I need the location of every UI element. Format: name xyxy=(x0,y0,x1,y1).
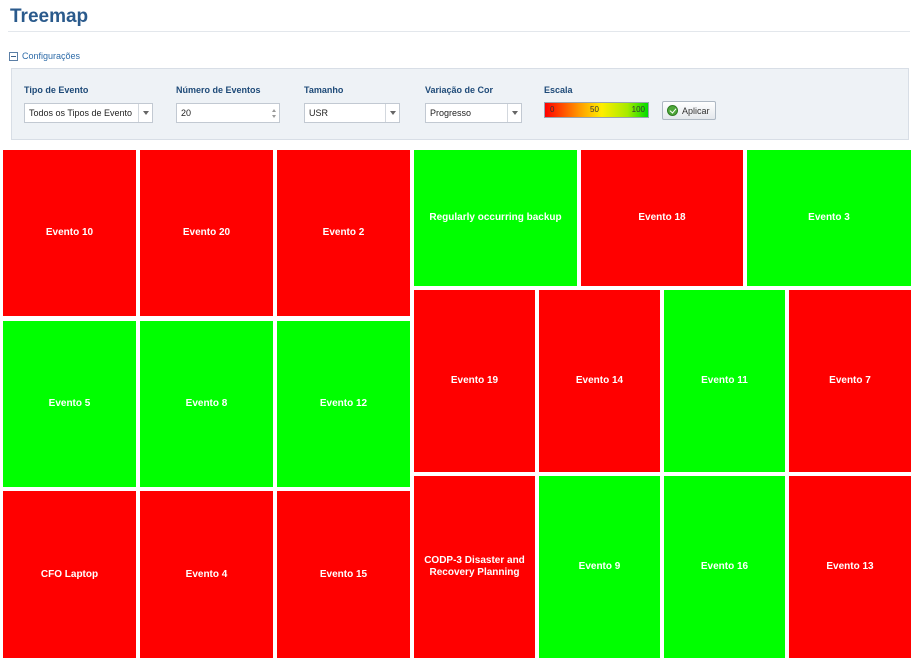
size-label: Tamanho xyxy=(304,85,344,95)
config-toggle-label[interactable]: Configurações xyxy=(22,51,81,61)
treemap-tile[interactable]: Evento 16 xyxy=(664,476,785,658)
treemap-tile[interactable]: Evento 3 xyxy=(747,150,911,286)
chevron-down-icon[interactable] xyxy=(507,104,521,122)
treemap-tile[interactable]: CODP-3 Disaster and Recovery Planning xyxy=(414,476,535,658)
treemap-tile[interactable]: CFO Laptop xyxy=(3,491,136,658)
apply-button[interactable]: Aplicar xyxy=(662,101,716,120)
config-toggle[interactable]: Configurações xyxy=(9,51,80,61)
treemap-tile[interactable]: Evento 20 xyxy=(140,150,273,316)
stepper-arrows-icon[interactable] xyxy=(269,104,279,122)
treemap-tile[interactable]: Evento 11 xyxy=(664,290,785,472)
scale-max: 100 xyxy=(631,105,645,114)
size-select[interactable]: USR xyxy=(304,103,400,123)
treemap-tile[interactable]: Evento 7 xyxy=(789,290,911,472)
treemap-tile[interactable]: Evento 13 xyxy=(789,476,911,658)
treemap-tile[interactable]: Evento 8 xyxy=(140,321,273,487)
treemap-tile[interactable]: Evento 19 xyxy=(414,290,535,472)
treemap-tile[interactable]: Evento 2 xyxy=(277,150,410,316)
collapse-icon[interactable] xyxy=(9,51,18,61)
scale-mid: 50 xyxy=(590,105,599,114)
check-icon xyxy=(667,105,678,116)
event-count-stepper[interactable]: 20 xyxy=(176,103,280,123)
event-count-value: 20 xyxy=(181,108,192,118)
color-scale-bar: 0 50 100 xyxy=(544,102,649,118)
event-type-label: Tipo de Evento xyxy=(24,85,89,95)
settings-panel: Tipo de Evento Todos os Tipos de Evento … xyxy=(11,68,909,140)
treemap-tile[interactable]: Evento 4 xyxy=(140,491,273,658)
treemap-tile[interactable]: Evento 15 xyxy=(277,491,410,658)
apply-button-label: Aplicar xyxy=(682,105,710,116)
treemap-tile[interactable]: Evento 12 xyxy=(277,321,410,487)
event-type-value: Todos os Tipos de Evento xyxy=(29,108,133,118)
chevron-down-icon[interactable] xyxy=(138,104,152,122)
scale-label: Escala xyxy=(544,85,573,95)
treemap-tile[interactable]: Evento 18 xyxy=(581,150,743,286)
treemap-tile[interactable]: Evento 14 xyxy=(539,290,660,472)
treemap-tile[interactable]: Evento 5 xyxy=(3,321,136,487)
color-variation-label: Variação de Cor xyxy=(425,85,494,95)
event-count-label: Número de Eventos xyxy=(176,85,261,95)
chevron-down-icon[interactable] xyxy=(385,104,399,122)
color-variation-value: Progresso xyxy=(430,108,472,118)
scale-min: 0 xyxy=(550,105,555,114)
size-value: USR xyxy=(309,108,329,118)
page-title: Treemap xyxy=(10,6,89,27)
treemap-tile[interactable]: Regularly occurring backup xyxy=(414,150,577,286)
title-divider xyxy=(8,31,910,32)
treemap-tile[interactable]: Evento 10 xyxy=(3,150,136,316)
treemap-tile[interactable]: Evento 9 xyxy=(539,476,660,658)
event-type-select[interactable]: Todos os Tipos de Evento xyxy=(24,103,153,123)
color-variation-select[interactable]: Progresso xyxy=(425,103,522,123)
